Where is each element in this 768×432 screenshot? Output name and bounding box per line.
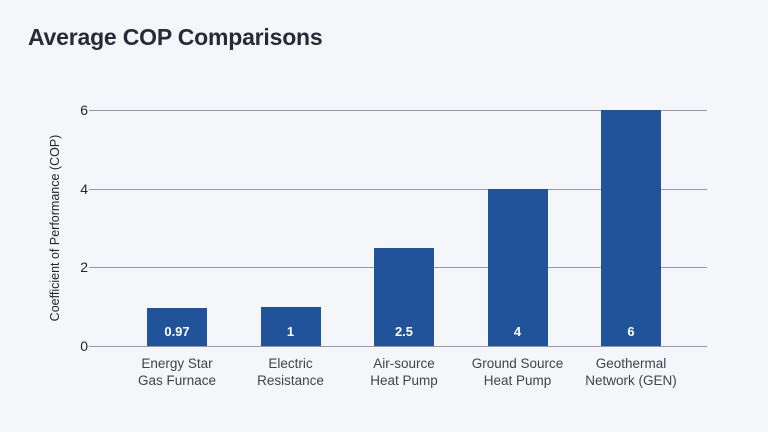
gridline-6 — [89, 110, 707, 111]
y-tick-label-2: 2 — [80, 259, 88, 276]
bar-value-label: 2.5 — [394, 324, 414, 339]
chart-title: Average COP Comparisons — [28, 24, 323, 50]
gridline-0 — [89, 346, 707, 347]
y-tick-label-0: 0 — [80, 338, 88, 354]
bar-1: 1 — [260, 306, 321, 346]
y-tick-label-6: 6 — [80, 102, 88, 118]
x-category-label: Air-source Heat Pump — [370, 356, 438, 388]
y-axis-title: Coefficient of Performance (COP) — [48, 134, 62, 322]
gridline-4 — [89, 188, 707, 190]
bar-value-label: 0.97 — [164, 324, 190, 339]
bar-0: 0.97 — [147, 307, 207, 346]
bar-4: 6 — [601, 110, 661, 346]
bar-3: 4 — [487, 188, 548, 346]
y-tick-label-4: 4 — [80, 180, 88, 197]
bar-2: 2.5 — [374, 247, 434, 346]
x-category-label: Ground Source Heat Pump — [471, 356, 564, 388]
x-category-label: Geothermal Network (GEN) — [585, 356, 677, 388]
bar-value-label: 4 — [513, 324, 522, 339]
bar-value-label: 6 — [627, 324, 635, 339]
plot-area: 0.97 1 2.5 4 6 — [89, 110, 707, 347]
x-category-label: Electric Resistance — [257, 356, 324, 388]
bar-value-label: 1 — [286, 324, 295, 339]
x-category-label: Energy Star Gas Furnace — [137, 356, 217, 388]
